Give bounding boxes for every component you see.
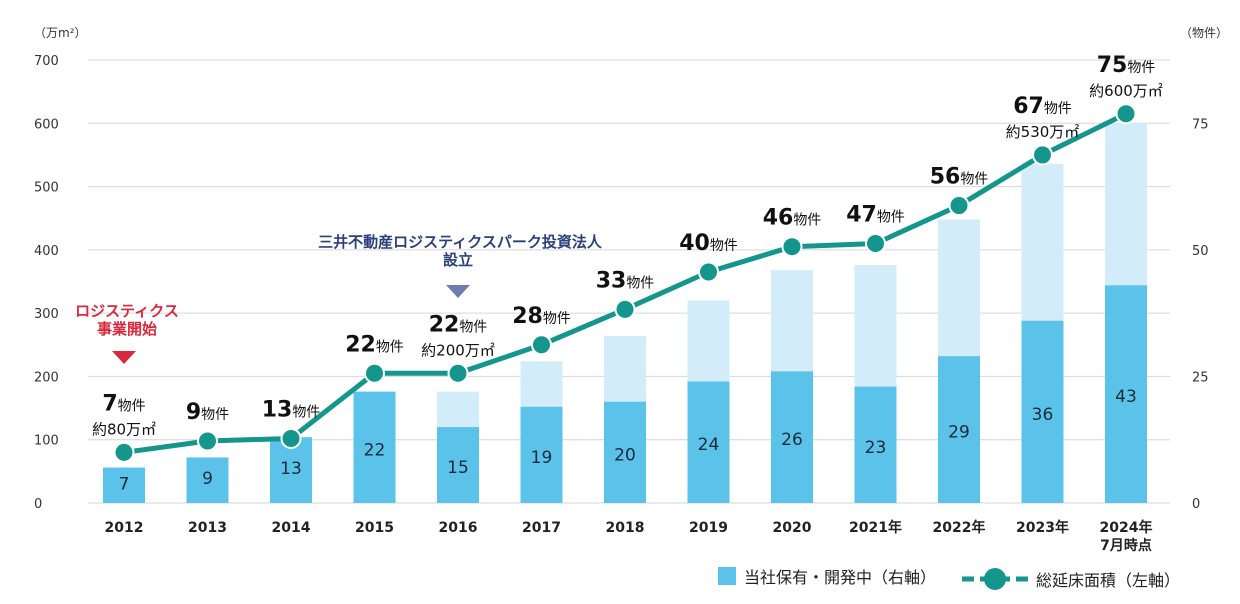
bar-owned <box>1105 285 1147 503</box>
area-point <box>447 362 469 384</box>
bar-value-label: 13 <box>280 459 302 479</box>
area-point <box>113 441 135 463</box>
left-tick-label: 200 <box>34 370 59 385</box>
x-tick-label: 2018 <box>606 520 645 536</box>
area-value-label: 約600万㎡ <box>1089 82 1163 100</box>
x-tick-label: 7月時点 <box>1100 537 1152 554</box>
bar-value-label: 29 <box>948 423 970 443</box>
bar-value-label: 15 <box>447 458 469 478</box>
bar-value-label: 22 <box>364 440 386 460</box>
x-tick-label: 2013 <box>188 520 227 536</box>
property-count-label: 56物件 <box>930 165 989 190</box>
annotation-text: 三井不動産ロジスティクスパーク投資法人 <box>318 233 603 251</box>
legend-bar-label: 当社保有・開発中（右軸） <box>744 568 937 587</box>
area-value-label: 約80万㎡ <box>92 420 156 438</box>
bar-owned <box>437 427 479 503</box>
x-tick-label: 2020 <box>773 520 812 536</box>
x-tick-label: 2024年 <box>1100 519 1153 536</box>
x-tick-label: 2014 <box>272 520 311 536</box>
property-count-label: 33物件 <box>596 268 655 293</box>
chart-svg: 0 100 200 300 400 500 600 700 0 25 50 75 （万m²） （物件） 7 9… <box>34 26 1228 554</box>
annotation-marker <box>446 285 470 298</box>
x-tick-label: 2017 <box>522 520 561 536</box>
left-tick-label: 500 <box>34 181 59 196</box>
bar-owned <box>353 391 396 503</box>
bar-value-label: 19 <box>531 448 553 468</box>
annotation-marker <box>112 351 136 364</box>
bar-value-label: 36 <box>1032 405 1054 425</box>
bar-owned <box>854 386 897 503</box>
legend-bar-swatch <box>718 567 736 585</box>
area-point <box>1115 103 1137 125</box>
right-tick-label: 50 <box>1192 244 1209 259</box>
bar-owned <box>687 381 730 503</box>
bar-owned <box>938 356 980 503</box>
bar-value-label: 43 <box>1115 387 1137 407</box>
bar-value-label: 20 <box>614 445 636 465</box>
x-tick-label: 2019 <box>689 520 728 536</box>
x-tick-label: 2023年 <box>1016 519 1069 536</box>
right-tick-label: 0 <box>1192 497 1200 512</box>
right-tick-label: 25 <box>1192 370 1209 385</box>
bar-owned <box>604 401 646 503</box>
annotation-text: 設立 <box>443 251 473 269</box>
x-tick-label: 2015 <box>355 520 394 536</box>
bar-value-label: 9 <box>202 469 213 489</box>
property-count-label: 7物件 <box>102 391 145 416</box>
left-tick-label: 0 <box>34 497 42 512</box>
legend-line-label: 総延床面積（左軸） <box>1036 571 1181 590</box>
bar-owned <box>186 457 229 503</box>
area-point <box>948 195 970 217</box>
area-point <box>865 233 886 255</box>
property-count-label: 22物件 <box>429 312 488 337</box>
property-count-label: 28物件 <box>512 304 571 329</box>
left-tick-label: 600 <box>34 117 59 132</box>
area-point <box>1032 144 1053 166</box>
property-count-label: 46物件 <box>763 206 822 231</box>
bar-owned <box>1021 320 1064 503</box>
left-tick-label: 100 <box>34 434 59 449</box>
left-tick-label: 700 <box>34 54 59 69</box>
area-value-label: 約530万㎡ <box>1006 123 1080 141</box>
area-point <box>614 298 636 320</box>
bar-value-label: 26 <box>781 430 803 450</box>
area-point <box>531 334 552 356</box>
legend-line-swatch <box>962 568 1028 590</box>
bar-owned <box>520 406 563 503</box>
right-axis-unit: （物件） <box>1180 26 1228 40</box>
property-count-label: 9物件 <box>186 400 229 425</box>
property-count-label: 67物件 <box>1013 94 1072 119</box>
bar-owned <box>771 371 813 503</box>
x-tick-label: 2012 <box>105 520 144 536</box>
legend-line: 総延床面積（左軸） <box>960 564 1180 594</box>
annotation-text: 事業開始 <box>97 320 157 338</box>
left-tick-label: 400 <box>34 244 59 259</box>
area-point <box>364 362 385 384</box>
area-point <box>698 261 719 283</box>
right-tick-label: 75 <box>1192 117 1209 132</box>
property-count-label: 22物件 <box>345 332 404 357</box>
bar-value-label: 24 <box>698 435 720 455</box>
x-tick-label: 2016 <box>439 520 478 536</box>
bar-value-label: 7 <box>119 474 130 494</box>
property-count-label: 75物件 <box>1097 53 1156 78</box>
area-point <box>197 430 218 452</box>
property-count-label: 47物件 <box>846 203 905 228</box>
x-tick-label: 2022年 <box>933 519 986 536</box>
legend-bar: 当社保有・開発中（右軸） <box>718 564 936 588</box>
left-axis-unit: （万m²） <box>34 26 87 40</box>
area-value-label: 約200万㎡ <box>421 341 495 359</box>
left-tick-label: 300 <box>34 307 59 322</box>
bar-value-label: 23 <box>865 438 887 458</box>
area-point <box>781 236 803 258</box>
property-count-label: 13物件 <box>262 397 321 422</box>
annotation-text: ロジスティクス <box>75 302 179 320</box>
area-point <box>280 427 302 449</box>
bar-owned <box>103 467 145 503</box>
x-tick-label: 2021年 <box>849 519 902 536</box>
property-count-label: 40物件 <box>679 231 738 256</box>
